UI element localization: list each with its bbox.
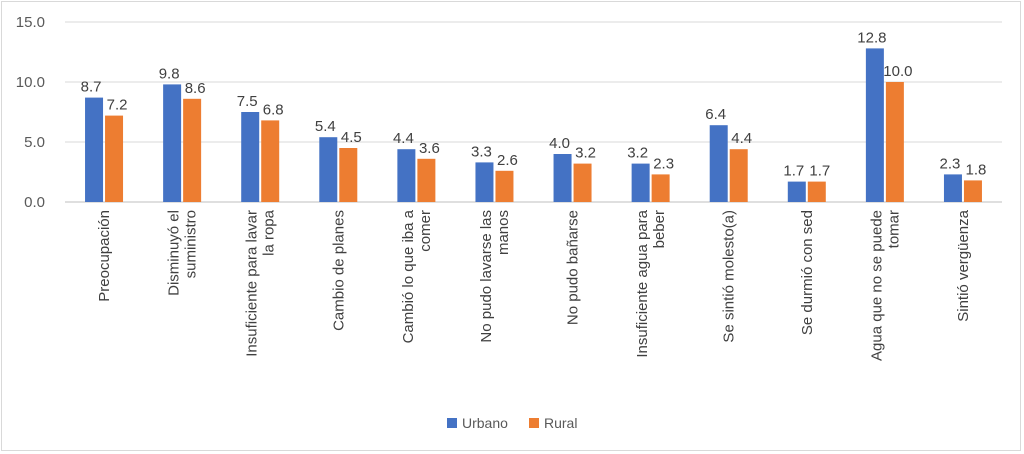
- category-label-line: Insuficiente agua para: [634, 209, 651, 357]
- bar-rural: [963, 180, 982, 202]
- bar-rural: [105, 115, 124, 202]
- data-labels: 8.7 7.2 9.8 8.6 7.5 6.8 5.4 4.5 4.4 3.6 3.3 2.6 4.0 3…: [81, 29, 987, 179]
- category-label: Insuficiente agua para beber: [634, 209, 668, 357]
- bar-rural: [261, 120, 280, 202]
- bar-rural: [729, 149, 748, 202]
- data-label-rural: 7.2: [107, 97, 128, 114]
- category-label-line: Preocupación: [96, 210, 113, 302]
- category-label-line: tomar: [885, 210, 902, 248]
- data-label-urbano: 1.7: [783, 163, 804, 180]
- y-tick-label: 10.0: [16, 74, 45, 91]
- data-label-urbano: 4.0: [549, 135, 570, 152]
- category-label-line: Se durmió con sed: [799, 210, 816, 335]
- legend-label-rural: Rural: [544, 415, 577, 431]
- bar-urbano: [397, 149, 416, 202]
- category-label-line: Disminuyó el: [166, 210, 183, 296]
- category-label-line: Agua que no se puede: [868, 210, 885, 361]
- bar-urbano: [709, 125, 728, 202]
- data-label-rural: 3.6: [419, 140, 440, 157]
- data-label-urbano: 9.8: [159, 65, 180, 82]
- category-labels: Preocupación Disminuyó el suministro Insufi…: [96, 209, 972, 361]
- data-label-rural: 1.8: [966, 161, 987, 178]
- data-label-urbano: 5.4: [315, 118, 336, 135]
- bar-urbano: [241, 112, 260, 202]
- category-label-line: Cambio de planes: [330, 210, 347, 331]
- category-label: Cambió lo que iba a comer: [400, 209, 434, 343]
- bar-rural: [417, 158, 436, 202]
- data-label-urbano: 8.7: [81, 79, 102, 96]
- data-label-urbano: 7.5: [237, 93, 258, 110]
- data-label-rural: 6.8: [263, 101, 284, 118]
- category-label: Se sintió molesto(a): [721, 210, 738, 343]
- bar-rural: [885, 82, 904, 202]
- y-tick-label: 15.0: [16, 14, 45, 31]
- data-label-rural: 1.7: [809, 163, 830, 180]
- category-label: Disminuyó el suministro: [166, 210, 200, 296]
- bar-rural: [183, 98, 202, 202]
- bars: [85, 48, 982, 203]
- category-label-line: manos: [495, 210, 512, 255]
- legend: Urbano Rural: [447, 415, 577, 431]
- y-tick-label: 5.0: [24, 134, 45, 151]
- data-label-urbano: 6.4: [705, 106, 726, 123]
- y-axis-ticks: 0.0 5.0 10.0 15.0: [16, 14, 45, 211]
- category-label: Se durmió con sed: [799, 210, 816, 335]
- category-label: Insuficiente para lavar la ropa: [244, 209, 278, 356]
- bar-urbano: [163, 84, 182, 202]
- bar-rural: [807, 181, 826, 202]
- bar-urbano: [787, 181, 806, 202]
- data-label-rural: 3.2: [575, 145, 596, 162]
- category-label: Sintió vergüenza: [955, 209, 972, 321]
- category-label-line: No pudo lavarse las: [478, 210, 495, 343]
- bar-urbano: [475, 162, 494, 202]
- legend-swatch-urbano: [447, 418, 457, 428]
- category-label: No pudo lavarse las manos: [478, 210, 512, 343]
- category-label-line: la ropa: [261, 209, 278, 256]
- data-label-urbano: 12.8: [857, 29, 886, 46]
- gridlines: [65, 21, 1002, 203]
- bar-urbano: [319, 137, 338, 202]
- bar-rural: [495, 170, 514, 202]
- y-tick-label: 0.0: [24, 194, 45, 211]
- category-label: Agua que no se puede tomar: [868, 210, 902, 361]
- bar-rural: [573, 163, 592, 202]
- category-label-line: Insuficiente para lavar: [244, 210, 261, 357]
- data-label-rural: 2.6: [497, 152, 518, 169]
- data-label-rural: 4.4: [731, 130, 752, 147]
- bar-urbano: [865, 48, 884, 203]
- bar-urbano: [553, 154, 572, 202]
- category-label-line: Sintió vergüenza: [955, 209, 972, 321]
- bar-rural: [339, 148, 358, 202]
- data-label-rural: 2.3: [653, 155, 674, 172]
- category-label-line: suministro: [183, 210, 200, 278]
- category-label-line: beber: [651, 210, 668, 248]
- bar-rural: [651, 174, 670, 202]
- legend-label-urbano: Urbano: [462, 415, 508, 431]
- category-label-line: Se sintió molesto(a): [721, 210, 738, 343]
- data-label-urbano: 2.3: [940, 155, 961, 172]
- category-label: Preocupación: [96, 210, 113, 302]
- data-label-rural: 10.0: [883, 63, 912, 80]
- category-label-line: No pudo bañarse: [565, 210, 582, 325]
- data-label-urbano: 4.4: [393, 130, 414, 147]
- data-label-rural: 8.6: [185, 80, 206, 97]
- legend-swatch-rural: [529, 418, 539, 428]
- bar-urbano: [85, 97, 104, 202]
- data-label-urbano: 3.2: [627, 145, 648, 162]
- category-label: No pudo bañarse: [565, 210, 582, 325]
- bar-urbano: [631, 163, 650, 202]
- category-label-line: comer: [417, 210, 434, 252]
- category-label: Cambio de planes: [330, 210, 347, 331]
- data-label-rural: 4.5: [341, 129, 362, 146]
- data-label-urbano: 3.3: [471, 143, 492, 160]
- category-label-line: Cambió lo que iba a: [400, 209, 417, 343]
- bar-urbano: [943, 174, 962, 202]
